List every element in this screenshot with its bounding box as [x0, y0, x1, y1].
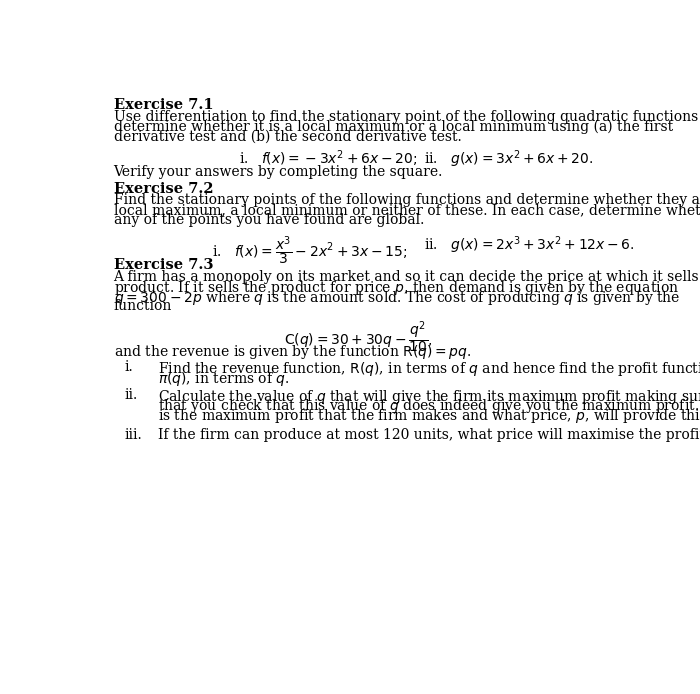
Text: i.   $f(x) = -3x^2 + 6x - 20;$: i. $f(x) = -3x^2 + 6x - 20;$ [239, 149, 417, 169]
Text: iii.: iii. [125, 428, 142, 443]
Text: $\mathrm{C}(q) = 30 + 30q - \dfrac{q^2}{10},$: $\mathrm{C}(q) = 30 + 30q - \dfrac{q^2}{… [284, 319, 433, 355]
Text: is the maximum profit that the firm makes and what price, $p$, will provide this: is the maximum profit that the firm make… [158, 407, 700, 425]
Text: Find the revenue function, $\mathrm{R}(q)$, in terms of $q$ and hence find the p: Find the revenue function, $\mathrm{R}(q… [158, 360, 700, 378]
Text: derivative test and (b) the second derivative test.: derivative test and (b) the second deriv… [113, 129, 461, 143]
Text: Verify your answers by completing the square.: Verify your answers by completing the sq… [113, 164, 443, 178]
Text: Find the stationary points of the following functions and determine whether they: Find the stationary points of the follow… [113, 194, 700, 208]
Text: ii.   $g(x) = 2x^3 + 3x^2 + 12x - 6.$: ii. $g(x) = 2x^3 + 3x^2 + 12x - 6.$ [424, 234, 634, 255]
Text: ii.: ii. [125, 388, 138, 402]
Text: local maximum, a local minimum or neither of these. In each case, determine whet: local maximum, a local minimum or neithe… [113, 203, 700, 217]
Text: function: function [113, 298, 172, 312]
Text: Use differentiation to find the stationary point of the following quadratic func: Use differentiation to find the stationa… [113, 110, 700, 124]
Text: determine whether it is a local maximum or a local minimum using (a) the first: determine whether it is a local maximum … [113, 119, 673, 134]
Text: i.: i. [125, 360, 133, 374]
Text: $\pi(q)$, in terms of $q$.: $\pi(q)$, in terms of $q$. [158, 370, 289, 388]
Text: A firm has a monopoly on its market and so it can decide the price at which it s: A firm has a monopoly on its market and … [113, 270, 700, 284]
Text: product. If it sells the product for price $p$, then demand is given by the equa: product. If it sells the product for pri… [113, 280, 679, 298]
Text: i.   $f(x) = \dfrac{x^3}{3} - 2x^2 + 3x - 15;$: i. $f(x) = \dfrac{x^3}{3} - 2x^2 + 3x - … [212, 234, 407, 267]
Text: Exercise 7.2: Exercise 7.2 [113, 182, 214, 196]
Text: any of the points you have found are global.: any of the points you have found are glo… [113, 212, 424, 227]
Text: that you check that this value of $q$ does indeed give you the maximum profit. W: that you check that this value of $q$ do… [158, 398, 700, 416]
Text: and the revenue is given by the function $\mathrm{R}(q) = pq$.: and the revenue is given by the function… [113, 343, 471, 361]
Text: ii.   $g(x) = 3x^2 + 6x + 20.$: ii. $g(x) = 3x^2 + 6x + 20.$ [424, 149, 593, 170]
Text: Calculate the value of $q$ that will give the firm its maximum profit making sur: Calculate the value of $q$ that will giv… [158, 388, 700, 406]
Text: $q = 300 - 2p$ where $q$ is the amount sold. The cost of producing $q$ is given : $q = 300 - 2p$ where $q$ is the amount s… [113, 289, 680, 307]
Text: Exercise 7.3: Exercise 7.3 [113, 258, 213, 272]
Text: Exercise 7.1: Exercise 7.1 [113, 99, 214, 112]
Text: If the firm can produce at most 120 units, what price will maximise the profit?: If the firm can produce at most 120 unit… [158, 428, 700, 443]
